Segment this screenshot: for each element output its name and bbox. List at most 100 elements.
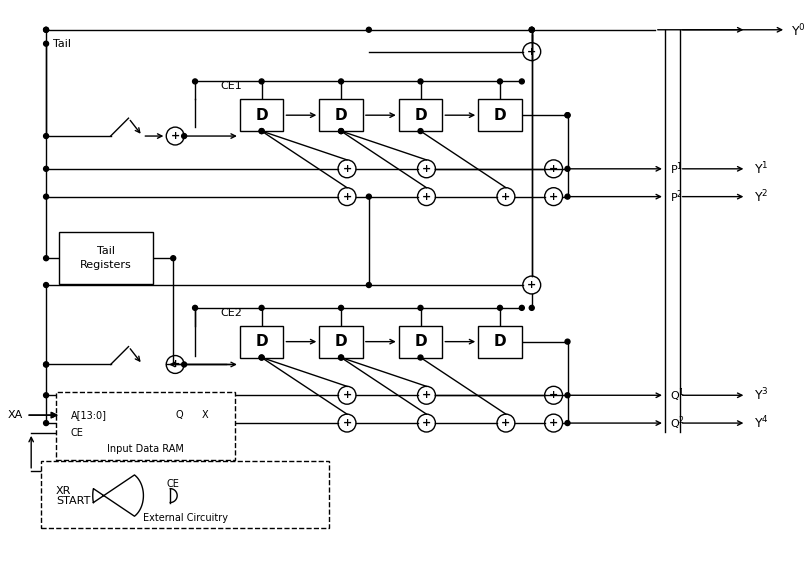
Circle shape (366, 194, 372, 199)
Text: +: + (422, 418, 431, 428)
Text: A[13:0]: A[13:0] (71, 410, 107, 420)
Circle shape (520, 79, 524, 84)
Bar (398, 326, 442, 358)
Text: +: + (422, 192, 431, 201)
Text: +: + (343, 192, 351, 201)
Bar (478, 326, 522, 358)
Text: +: + (549, 418, 558, 428)
Text: +: + (501, 192, 511, 201)
Text: CE1: CE1 (220, 81, 242, 91)
Text: D: D (415, 108, 427, 123)
Text: +: + (422, 164, 431, 174)
Text: P$^2$: P$^2$ (670, 188, 683, 205)
Text: D: D (494, 108, 507, 123)
Circle shape (339, 305, 343, 310)
Circle shape (44, 133, 48, 138)
Text: +: + (170, 131, 180, 141)
Circle shape (339, 129, 343, 133)
Text: +: + (170, 359, 180, 369)
Circle shape (259, 355, 264, 360)
Text: CE2: CE2 (220, 308, 242, 318)
Circle shape (44, 362, 48, 367)
Circle shape (520, 305, 524, 310)
Circle shape (529, 27, 534, 32)
Circle shape (44, 194, 48, 199)
Bar (319, 326, 363, 358)
Text: Q$^1$: Q$^1$ (670, 387, 685, 404)
Text: +: + (343, 418, 351, 428)
Circle shape (565, 194, 570, 199)
Circle shape (565, 421, 570, 426)
Text: Tail: Tail (53, 39, 71, 48)
Text: Registers: Registers (80, 260, 132, 270)
Text: +: + (343, 164, 351, 174)
Text: +: + (527, 280, 537, 290)
Circle shape (259, 129, 264, 133)
Text: CE: CE (71, 428, 84, 438)
Text: D: D (335, 334, 347, 349)
Bar (319, 99, 363, 131)
Circle shape (259, 305, 264, 310)
Text: D: D (494, 334, 507, 349)
Bar (59, 233, 154, 284)
Bar (56, 392, 235, 460)
Circle shape (44, 393, 48, 398)
Text: +: + (549, 192, 558, 201)
Circle shape (418, 355, 423, 360)
Bar (240, 99, 284, 131)
Circle shape (418, 305, 423, 310)
Circle shape (182, 133, 187, 138)
Bar (61, 397, 229, 455)
Bar (478, 99, 522, 131)
Circle shape (44, 41, 48, 46)
Circle shape (529, 27, 534, 32)
Circle shape (339, 129, 343, 133)
Circle shape (565, 166, 570, 171)
Text: Input Data RAM: Input Data RAM (107, 444, 184, 454)
Text: Q: Q (175, 410, 183, 420)
Text: +: + (343, 390, 351, 400)
Text: Q$^2$: Q$^2$ (670, 414, 685, 432)
Bar (240, 326, 284, 358)
Text: Y$^1$: Y$^1$ (754, 160, 768, 177)
Circle shape (259, 129, 264, 133)
Circle shape (339, 79, 343, 84)
Text: START: START (56, 496, 90, 505)
Bar (41, 461, 329, 529)
Text: External Circuitry: External Circuitry (143, 514, 228, 523)
Text: +: + (549, 164, 558, 174)
Circle shape (565, 393, 570, 398)
Circle shape (44, 421, 48, 426)
Circle shape (44, 27, 48, 32)
Circle shape (259, 355, 264, 360)
Text: Y$^0$: Y$^0$ (791, 23, 806, 39)
Text: XR: XR (56, 486, 71, 496)
Bar (398, 99, 442, 131)
Circle shape (529, 305, 534, 310)
Circle shape (259, 79, 264, 84)
Text: CE: CE (166, 479, 179, 489)
Circle shape (182, 362, 187, 367)
Bar (158, 489, 170, 503)
Circle shape (529, 27, 534, 32)
Text: Y$^4$: Y$^4$ (754, 415, 769, 432)
Circle shape (44, 166, 48, 171)
Text: +: + (549, 390, 558, 400)
Circle shape (366, 27, 372, 32)
Text: +: + (527, 47, 537, 57)
Circle shape (418, 129, 423, 133)
Text: D: D (255, 334, 268, 349)
Circle shape (44, 256, 48, 261)
Circle shape (44, 27, 48, 32)
Text: Y$^3$: Y$^3$ (754, 387, 769, 403)
Text: P$^1$: P$^1$ (670, 160, 683, 177)
Circle shape (192, 305, 197, 310)
Circle shape (565, 339, 570, 344)
Text: +: + (422, 390, 431, 400)
Text: Tail: Tail (97, 246, 115, 256)
Circle shape (44, 283, 48, 287)
Circle shape (366, 283, 372, 287)
Polygon shape (93, 475, 143, 516)
Circle shape (339, 355, 343, 360)
Text: X: X (202, 410, 208, 420)
